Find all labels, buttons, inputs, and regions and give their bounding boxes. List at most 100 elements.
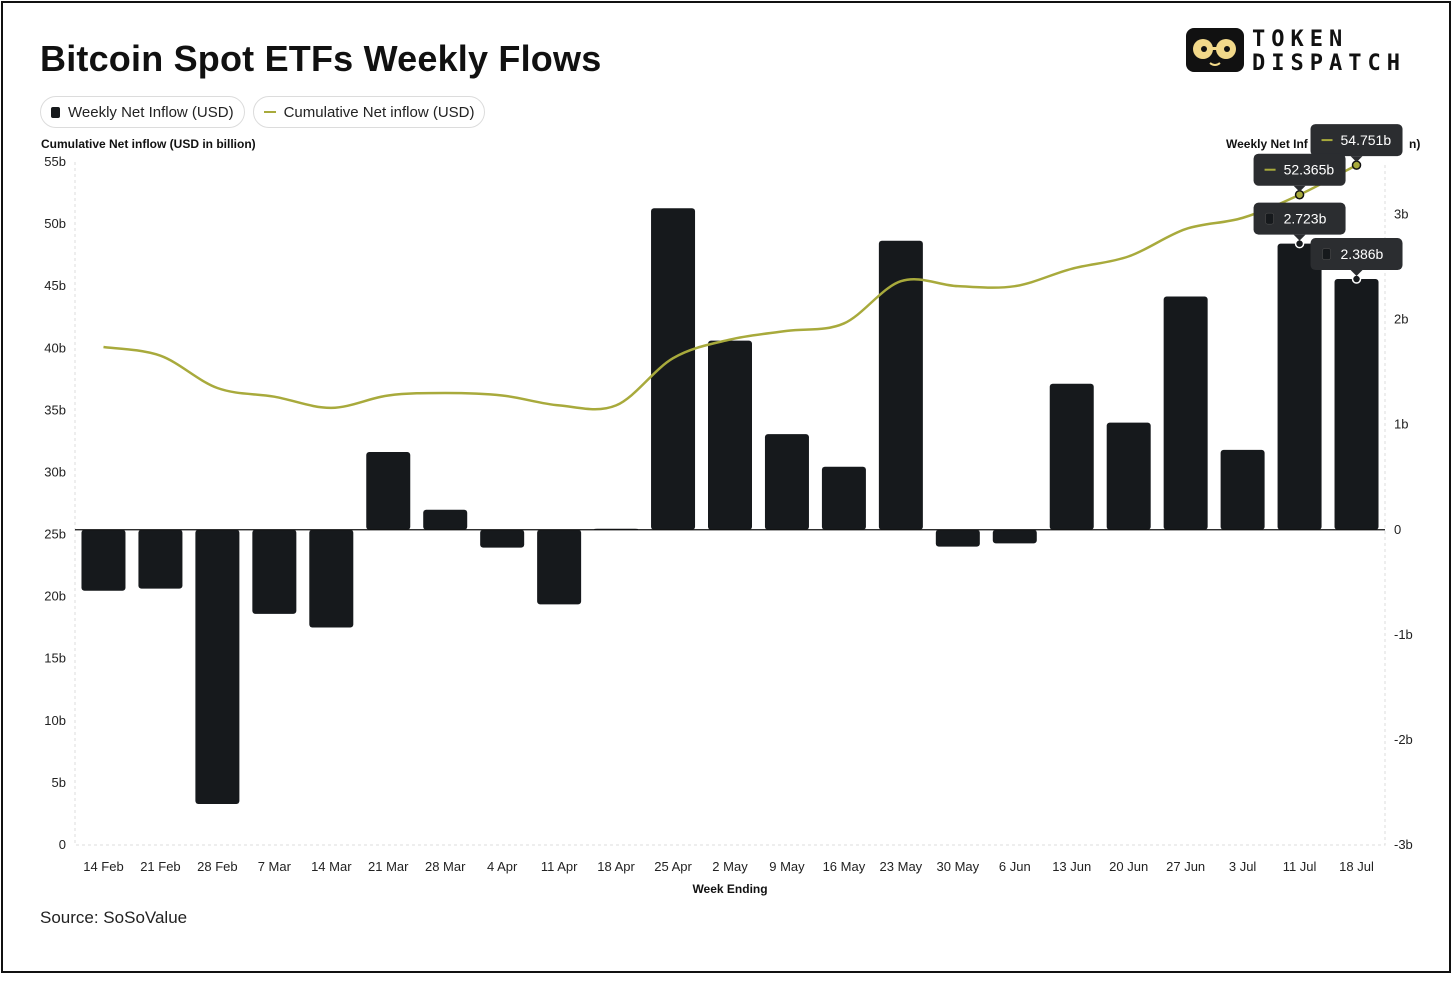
x-axis-tick-label: 6 Jun (999, 859, 1031, 874)
x-axis-tick-label: 21 Mar (368, 859, 409, 874)
x-axis-tick-label: 18 Apr (597, 859, 635, 874)
cumulative-inflow-line (103, 163, 1358, 411)
right-axis-tick-label: 2b (1394, 312, 1408, 327)
tooltip-box (1253, 202, 1346, 235)
right-axis-tick-label: 3b (1394, 207, 1408, 222)
data-point-marker (1351, 274, 1362, 284)
x-axis-tick-label: 14 Feb (83, 859, 123, 874)
tooltip-pointer (1350, 270, 1363, 277)
weekly-inflow-bar (1106, 422, 1151, 530)
x-axis-tick-label: 2 May (712, 859, 748, 874)
weekly-inflow-bar (423, 509, 468, 530)
x-axis-tick-label: 9 May (769, 859, 805, 874)
legend-item-weekly-inflow[interactable]: Weekly Net Inflow (USD) (40, 96, 245, 128)
weekly-inflow-bar (366, 452, 411, 530)
x-axis-tick-label: 11 Apr (541, 859, 578, 874)
weekly-inflow-bar (1277, 243, 1322, 530)
logo-glasses-icon (1186, 28, 1244, 72)
tooltip-pointer (1293, 185, 1306, 192)
right-axis-tick-label: 1b (1394, 417, 1408, 432)
weekly-inflow-bar (878, 240, 923, 530)
tooltip-pointer (1293, 234, 1306, 241)
data-point-marker (1294, 189, 1305, 200)
right-axis-title: Weekly Net Inf n) (1226, 137, 1420, 151)
right-axis-tick-label: -3b (1394, 837, 1413, 852)
tooltip-value-label: 54.751b (1341, 132, 1392, 148)
legend-label-weekly-inflow: Weekly Net Inflow (USD) (68, 103, 234, 121)
right-axis-title-end: n) (1409, 137, 1421, 151)
tooltip-bar-swatch-icon (1265, 212, 1274, 225)
chart-title: Bitcoin Spot ETFs Weekly Flows (40, 38, 602, 79)
x-axis-tick-label: 16 May (823, 859, 866, 874)
weekly-inflow-bar (651, 208, 696, 530)
legend-label-cumulative-inflow: Cumulative Net inflow (USD) (283, 103, 475, 121)
weekly-inflow-bar (195, 529, 240, 805)
weekly-inflow-bar (138, 529, 183, 589)
right-axis-tick-label: -1b (1394, 627, 1413, 642)
weekly-inflow-bar (708, 340, 752, 530)
weekly-inflow-bar (480, 529, 525, 548)
weekly-inflow-bar (537, 529, 582, 605)
x-axis-tick-label: 13 Jun (1052, 859, 1091, 874)
right-axis-title-start: Weekly Net Inf (1226, 137, 1308, 151)
logo-line-2: DISPATCH (1252, 51, 1406, 76)
weekly-inflow-bar (1049, 383, 1094, 530)
left-axis-tick-label: 15b (44, 651, 66, 666)
tooltip-bar-swatch-icon (1322, 248, 1331, 260)
weekly-inflow-bar (935, 529, 980, 547)
x-axis-tick-label: 23 May (880, 859, 923, 874)
weekly-inflow-bar (1220, 449, 1265, 530)
tooltip-value-label: 52.365b (1284, 162, 1335, 178)
tooltip-box (1310, 238, 1403, 271)
tooltip-line-swatch-icon (1264, 168, 1276, 171)
data-point-marker (1351, 160, 1362, 170)
weekly-inflow-bar (81, 529, 126, 591)
logo-text: TOKEN DISPATCH (1252, 28, 1406, 76)
x-axis-tick-label: 28 Feb (197, 859, 237, 874)
tooltip-line-swatch-icon (1321, 139, 1333, 142)
left-axis-tick-label: 20b (44, 589, 66, 604)
x-axis-tick-label: 4 Apr (487, 859, 518, 874)
logo-line-1: TOKEN (1252, 27, 1349, 52)
tooltip-box (1253, 153, 1346, 186)
weekly-inflow-bar (764, 434, 809, 530)
left-axis-tick-label: 0 (59, 837, 66, 852)
line-swatch-icon (263, 111, 276, 113)
weekly-inflow-bar (252, 529, 297, 614)
left-axis-tick-label: 45b (44, 278, 66, 293)
data-point-marker (1294, 238, 1305, 249)
tooltip-box (1310, 124, 1403, 157)
left-axis-tick-label: 35b (44, 402, 66, 417)
x-axis-tick-label: 21 Feb (140, 859, 180, 874)
right-axis-tick-label: -2b (1394, 732, 1413, 747)
x-axis-tick-label: 25 Apr (654, 859, 692, 874)
x-axis-title: Week Ending (692, 882, 767, 896)
weekly-inflow-bar (992, 529, 1037, 544)
left-axis-tick-label: 5b (52, 775, 66, 790)
left-axis-tick-label: 25b (44, 527, 66, 542)
x-axis-tick-label: 3 Jul (1229, 859, 1257, 874)
left-axis-title: Cumulative Net inflow (USD in billion) (41, 137, 256, 151)
right-axis-tick-label: 0 (1394, 522, 1401, 537)
weekly-inflow-bar (1163, 296, 1208, 530)
left-axis-tick-label: 40b (44, 340, 66, 355)
tooltip-value-label: 2.723b (1284, 211, 1327, 227)
weekly-inflow-bar (309, 529, 354, 628)
left-axis-tick-label: 30b (44, 464, 66, 479)
legend-item-cumulative-inflow[interactable]: Cumulative Net inflow (USD) (252, 96, 486, 128)
tooltip-pointer (1350, 156, 1363, 163)
left-axis-tick-label: 55b (44, 154, 66, 169)
x-axis-tick-label: 27 Jun (1166, 859, 1205, 874)
x-axis-tick-label: 20 Jun (1109, 859, 1148, 874)
x-axis-tick-label: 30 May (937, 859, 980, 874)
x-axis-tick-label: 18 Jul (1339, 859, 1374, 874)
x-axis-tick-label: 7 Mar (258, 859, 292, 874)
plot-border (74, 162, 1386, 846)
tooltip-value-label: 2.386b (1341, 246, 1384, 262)
weekly-inflow-bar (821, 466, 866, 530)
x-axis-tick-label: 14 Mar (311, 859, 352, 874)
left-axis-tick-label: 10b (44, 713, 66, 728)
weekly-inflow-bar (1334, 279, 1379, 530)
x-axis-tick-label: 28 Mar (425, 859, 466, 874)
